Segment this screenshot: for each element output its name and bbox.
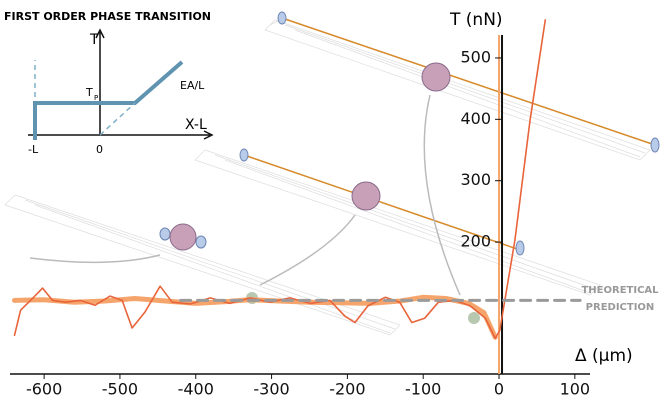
x-tick-label: -500 xyxy=(102,380,138,399)
y-axis-label: T (nN) xyxy=(449,10,503,30)
y-tick-label: 500 xyxy=(460,47,491,66)
annotation: THEORETICAL xyxy=(581,285,659,296)
x-tick-label: -200 xyxy=(329,380,365,399)
y-tick-label: 400 xyxy=(460,109,491,128)
inset-x-label: X-L xyxy=(185,117,207,133)
series-line xyxy=(13,19,547,340)
x-tick-label: -400 xyxy=(178,380,214,399)
inset-plateau-sub: P xyxy=(94,94,98,102)
x-tick-label: -100 xyxy=(405,380,441,399)
x-tick-label: 0 xyxy=(494,380,504,399)
x-axis-label: Δ (µm) xyxy=(575,346,633,366)
x-tick-label: 100 xyxy=(560,380,591,399)
annotation: PREDICTION xyxy=(586,302,655,313)
y-tick-label: 200 xyxy=(460,232,491,251)
inset-plateau-label: T xyxy=(85,86,93,99)
y-tick-label: 300 xyxy=(460,170,491,189)
inset: FIRST ORDER PHASE TRANSITION T X-L EA/L … xyxy=(4,10,214,156)
x-tick-label: -600 xyxy=(26,380,62,399)
decoration xyxy=(4,19,651,336)
tethers xyxy=(29,11,660,324)
x-tick-label: -300 xyxy=(253,380,289,399)
inset-y-label: T xyxy=(89,32,99,48)
inset-tick: -L xyxy=(28,143,39,156)
inset-title: FIRST ORDER PHASE TRANSITION xyxy=(4,10,211,23)
inset-tick: 0 xyxy=(96,143,103,156)
inset-slope-label: EA/L xyxy=(180,79,205,92)
